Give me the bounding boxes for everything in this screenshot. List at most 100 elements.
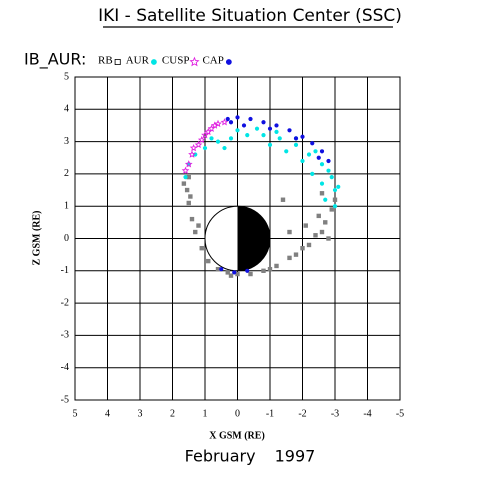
data-point: [186, 200, 191, 206]
data-point: [329, 207, 334, 212]
data-point: [287, 128, 292, 133]
x-tick-label: 1: [203, 408, 208, 419]
data-point: [326, 236, 331, 241]
data-point: [293, 252, 299, 257]
data-point: [248, 116, 253, 122]
data-point: [280, 197, 286, 202]
data-point: [214, 119, 222, 128]
plot-area: 5 4 3 2 1 0 -1 -2 -3 -4 -5 5 4 3 2 1 0 -1 -2 -3 -4 -5: [61, 71, 405, 419]
data-point: [332, 187, 338, 193]
y-tick-label: -2: [61, 297, 69, 308]
data-point: [300, 245, 305, 251]
y-axis-label: Z GSM (RE): [31, 211, 42, 266]
data-point: [189, 216, 195, 222]
data-point: [306, 242, 312, 248]
y-tick-label: 2: [64, 168, 69, 179]
data-point: [323, 197, 328, 202]
y-tick-label: -4: [61, 362, 69, 373]
x-axis-label: X GSM (RE): [209, 430, 265, 441]
data-point: [241, 123, 247, 128]
data-point: [245, 268, 250, 273]
caption: February 1997: [185, 447, 316, 466]
data-point: [329, 175, 334, 180]
legend-label: AUR: [126, 55, 150, 67]
data-point: [293, 142, 299, 147]
data-point: [310, 171, 315, 176]
data-point: [326, 168, 331, 173]
data-point: [194, 140, 203, 149]
data-point: [323, 220, 328, 225]
data-point: [319, 229, 325, 235]
y-tick-label: 4: [64, 104, 69, 115]
data-point: [188, 150, 196, 158]
data-point: [274, 123, 279, 128]
y-tick-label: -3: [61, 330, 69, 341]
data-point: [287, 229, 292, 235]
y-tick-label: 5: [64, 71, 69, 82]
data-point: [219, 267, 224, 272]
data-point: [184, 187, 190, 193]
data-point: [316, 155, 321, 160]
legend-label: RB: [98, 55, 113, 67]
data-point: [267, 126, 273, 131]
x-tick-label: -2: [298, 408, 306, 419]
chart-subtitle: IB_AUR:: [24, 50, 86, 70]
data-point: [254, 126, 260, 131]
data-point: [228, 120, 234, 125]
data-point: [206, 258, 211, 264]
data-point: [261, 120, 266, 125]
data-point: [319, 149, 325, 154]
data-point: [193, 229, 198, 235]
x-tick-label: -5: [396, 408, 404, 419]
x-tick-label: 3: [138, 408, 143, 419]
x-tick-label: 5: [73, 408, 78, 419]
data-point: [274, 263, 279, 269]
data-point: [267, 266, 273, 272]
data-point: [235, 271, 240, 277]
data-point: [215, 139, 221, 144]
y-tick-label: 0: [64, 233, 69, 244]
x-tick-label: 2: [170, 408, 175, 419]
data-point: [303, 223, 308, 228]
data-point: [319, 162, 325, 167]
x-tick-label: -3: [331, 408, 339, 419]
data-point: [284, 149, 289, 154]
data-point: [209, 136, 214, 141]
data-point: [184, 160, 193, 168]
data-point: [332, 204, 338, 209]
data-point: [222, 145, 227, 151]
data-point: [232, 270, 237, 275]
marker-dot: [225, 59, 232, 65]
data-point: [274, 129, 279, 135]
earth-night: [237, 206, 270, 271]
marker-star: [189, 56, 200, 67]
data-point: [319, 181, 325, 186]
data-point: [306, 152, 312, 157]
y-tick-label: 1: [64, 200, 69, 211]
x-tick-label: 4: [105, 408, 110, 419]
data-point: [287, 255, 292, 261]
data-point: [188, 194, 193, 199]
data-point: [189, 144, 198, 152]
data-point: [228, 273, 234, 278]
data-point: [293, 136, 299, 141]
data-point: [319, 191, 325, 196]
data-point: [277, 136, 282, 141]
y-tick-label: -5: [61, 394, 69, 405]
x-tick-label: -4: [363, 408, 371, 419]
marker-square: [114, 59, 121, 66]
chart-title: IKI - Satellite Situation Center (SSC): [98, 6, 402, 26]
data-point: [225, 116, 230, 122]
data-point: [261, 268, 266, 273]
data-point: [202, 145, 208, 151]
data-point: [248, 271, 253, 277]
y-tick-label: -1: [61, 265, 69, 276]
data-point: [332, 197, 338, 202]
legend-label: CAP: [202, 55, 223, 67]
data-point: [235, 115, 240, 120]
data-point: [336, 184, 341, 189]
data-point: [316, 213, 321, 219]
data-point: [228, 136, 234, 141]
data-point: [300, 158, 305, 164]
